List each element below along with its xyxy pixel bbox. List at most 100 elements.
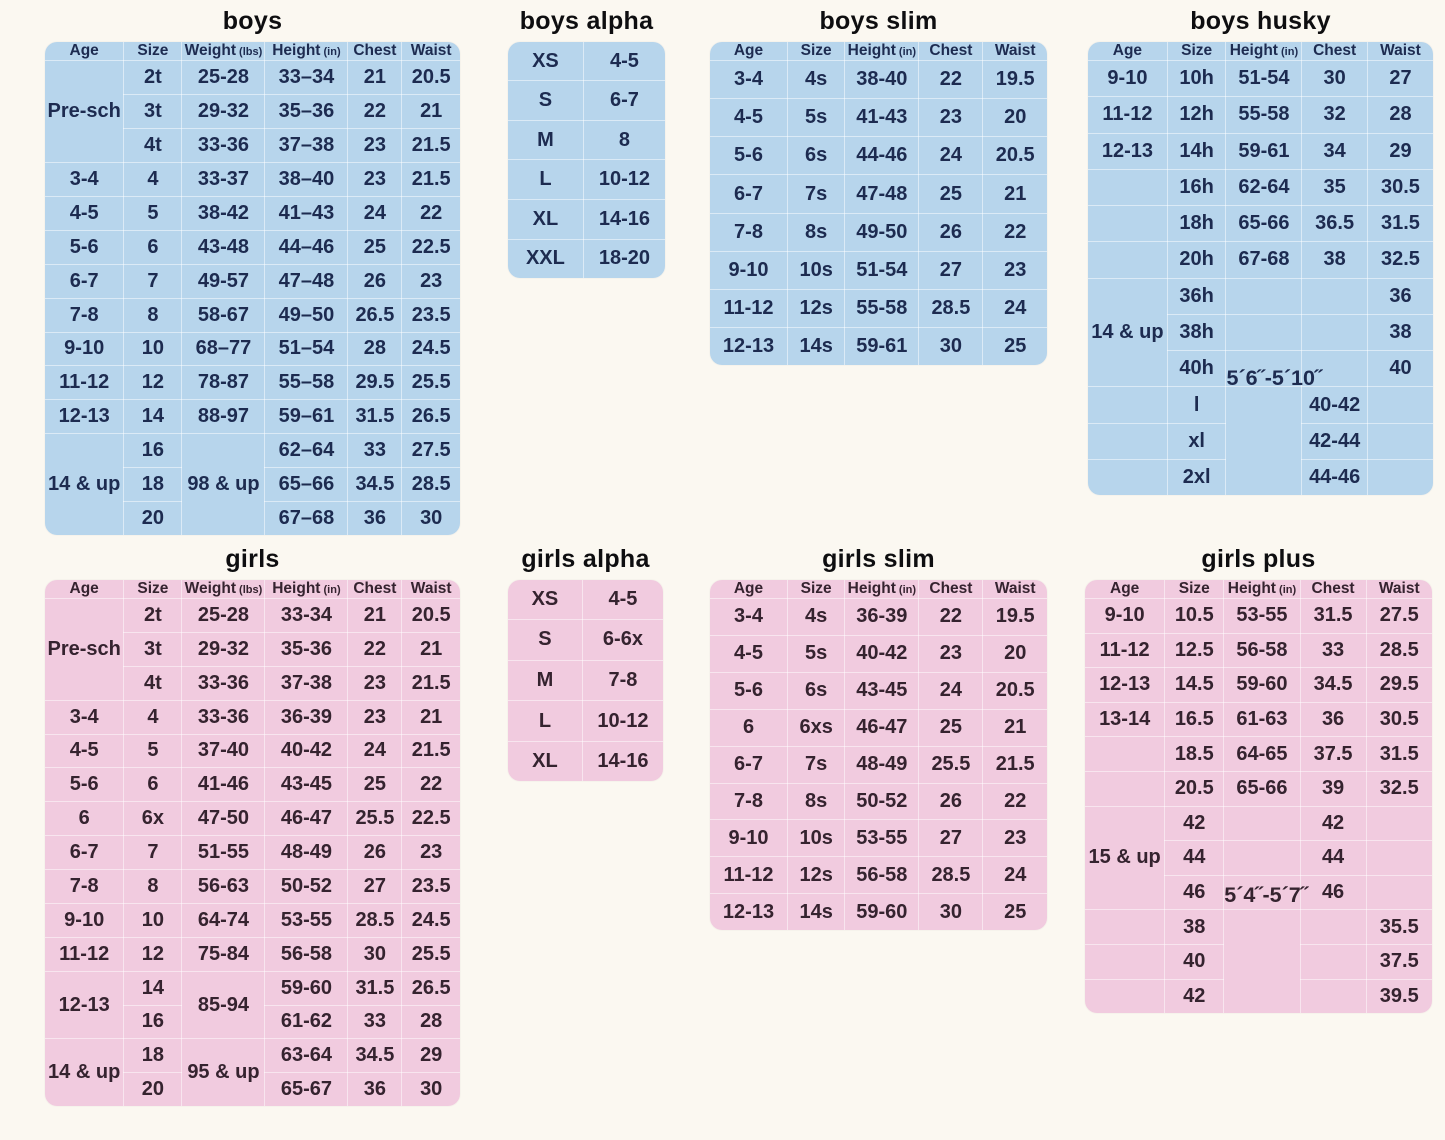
table-cell: 5-6 (45, 229, 125, 265)
table-row: 6-7 7s 47-48 25 21 (710, 174, 1047, 214)
table-cell: 22 (347, 631, 403, 667)
table-cell: 4t (123, 127, 183, 163)
table-cell: 12 (123, 936, 183, 972)
column-header: Height (in) (1223, 580, 1301, 599)
table-row: XXL 18-20 (508, 238, 665, 278)
table-cell: 28.5 (347, 902, 403, 938)
table-cell: 8 (123, 297, 183, 333)
column-header: Waist (401, 580, 460, 599)
girls-plus-size-table: Age Size Height (in) Chest Waist 9-10 10.5 53-5… (1085, 580, 1432, 1013)
table-cell: 9-10 (45, 331, 125, 367)
table-cell: 8s (786, 212, 846, 252)
table-cell: 28.5 (1365, 632, 1432, 669)
table-cell: 35.5 (1365, 909, 1432, 945)
table-row: 3-4 4s 38-40 22 19.5 (710, 59, 1047, 100)
table-cell: 41–43 (264, 195, 349, 231)
table-cell: 16 (123, 433, 183, 469)
table-cell: 22 (982, 782, 1047, 821)
table-cell: 24.5 (401, 902, 460, 938)
table-cell: 95 & up (181, 1038, 266, 1106)
table-cell: 10h (1166, 59, 1227, 98)
table-cell: 38h (1166, 313, 1227, 352)
table-cell: 42-44 (1301, 422, 1368, 460)
table-cell: 14-16 (581, 740, 663, 781)
table-cell: 25 (918, 708, 984, 747)
table-cell: 5-6 (45, 767, 125, 803)
table-row: 14 & up 36h 36 (1088, 277, 1433, 388)
table-cell: 7 (123, 263, 183, 299)
table-cell: 28.5 (918, 856, 984, 895)
table-row: 6 6xs 46-47 25 21 (710, 708, 1047, 747)
table-cell: 33-37 (181, 161, 266, 197)
table-cell: 12 (123, 365, 183, 401)
column-header: Height (in) (844, 42, 920, 61)
header-row: Age Size Weight (lbs) Height (in) Chest Waist (45, 42, 460, 61)
table-cell: 18-20 (582, 238, 665, 278)
table-cell: 26 (347, 835, 403, 870)
table-row: S 6-7 (508, 80, 665, 121)
table-cell: 21.5 (401, 127, 460, 163)
column-header: Height (in) (1225, 42, 1303, 61)
table-cell: 20 (123, 1072, 183, 1106)
table-cell: 30 (401, 1072, 460, 1106)
table-cell: 42 (1164, 805, 1225, 842)
column-header: Waist (401, 42, 460, 61)
table-cell: 22 (918, 598, 984, 636)
column-header: Weight (lbs) (181, 42, 266, 61)
girls-alpha-section: girls alpha XS 4-5 S 6-6x M 7-8 L 10-12 XL 14-16 (508, 545, 663, 781)
girls-section: girls Age Size Weight (lbs) Height (in) Ches… (45, 545, 460, 1106)
table-cell: 23.5 (401, 869, 460, 904)
girls-slim-table-card: Age Size Height (in) Chest Waist 3-4 4s 36-39 22… (710, 580, 1047, 930)
table-cell: 5s (786, 634, 846, 673)
table-row: Pre-sch 2t 25-28 33-34 21 20.5 (45, 598, 460, 701)
column-header: Height (in) (264, 580, 349, 599)
table-row: M 7-8 (508, 659, 663, 702)
table-cell: 6s (786, 136, 846, 176)
table-cell: 4-5 (45, 733, 125, 769)
table-row: 12-13 14 88-97 59–61 31.5 26.5 (45, 399, 460, 435)
table-cell: 25 (347, 229, 403, 265)
table-row: 18.5 64-65 37.5 31.5 (1085, 736, 1432, 772)
boys-slim-size-table: Age Size Height (in) Chest Waist 3-4 4s 38-40 22… (710, 42, 1047, 365)
column-header: Size (123, 42, 183, 61)
table-cell: 5-6 (710, 671, 788, 710)
column-header: Age (1088, 42, 1168, 61)
table-cell: 18 (123, 467, 183, 503)
table-cell (1088, 386, 1168, 424)
table-cell: 31.5 (347, 970, 403, 1006)
table-cell: 43-45 (264, 767, 349, 803)
table-cell: 38 (1164, 909, 1225, 945)
table-cell: 20.5 (982, 136, 1047, 176)
header-row: Age Size Height (in) Chest Waist (710, 580, 1047, 599)
table-cell: 40-42 (844, 634, 920, 673)
table-cell: 25 (347, 767, 403, 803)
table-cell: 34.5 (1299, 667, 1367, 703)
table-cell: 23 (982, 250, 1047, 290)
table-cell: 30 (918, 893, 984, 930)
column-header: Chest (918, 580, 984, 599)
header-row: Age Size Height (in) Chest Waist (710, 42, 1047, 61)
table-row: 42 39.5 (1085, 978, 1432, 1013)
table-cell: 14.5 (1164, 667, 1225, 703)
table-row: 11-12 12h 55-58 32 28 (1088, 96, 1433, 134)
table-cell: 23 (347, 161, 403, 197)
table-row: 4t 33-36 37–38 23 21.5 (45, 127, 460, 163)
table-row: 46 46 (1085, 874, 1432, 911)
table-cell: 9-10 (710, 819, 788, 858)
table-row: 12-13 14 85-94 59-60 31.5 26.5 (45, 970, 460, 1040)
table-cell: 6-7 (582, 80, 665, 121)
table-row: 6-7 7s 48-49 25.5 21.5 (710, 745, 1047, 784)
table-cell: 21.5 (982, 745, 1047, 784)
table-row: S 6-6x (508, 619, 663, 661)
table-cell (1088, 241, 1168, 279)
table-cell: 4t (123, 665, 183, 701)
column-header: Waist (1365, 580, 1432, 599)
table-cell: 19.5 (982, 598, 1047, 636)
table-cell (1365, 805, 1432, 842)
table-cell: 68–77 (181, 331, 266, 367)
table-cell: 51-54 (1225, 59, 1303, 98)
table-cell: xl (1166, 422, 1227, 460)
table-cell: 48-49 (844, 745, 920, 784)
table-cell: 28.5 (401, 467, 460, 503)
table-cell: 36.5 (1301, 205, 1368, 243)
